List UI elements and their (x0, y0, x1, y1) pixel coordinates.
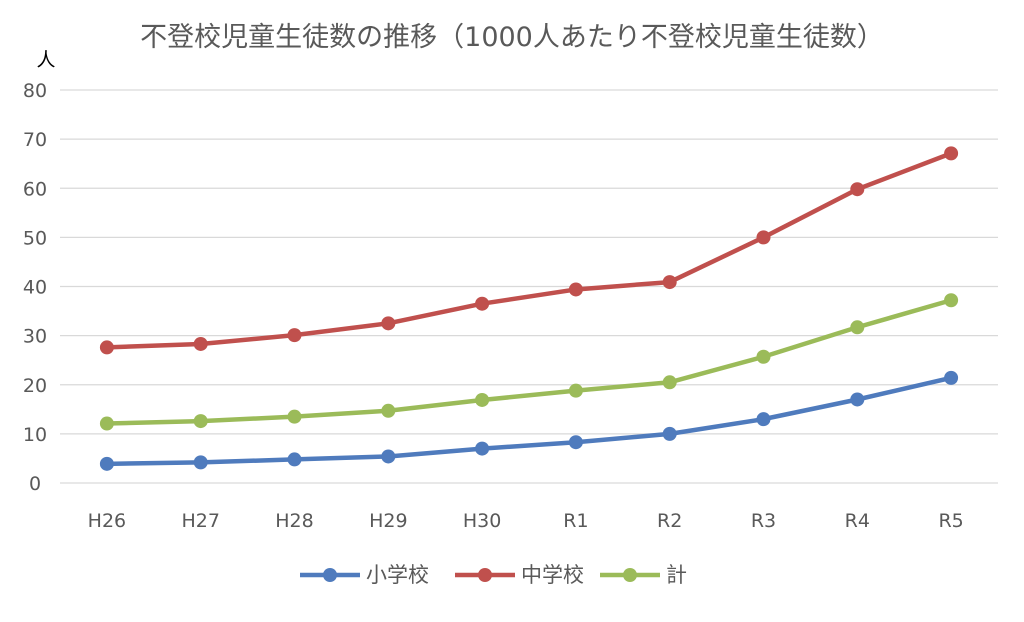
y-tick-label: 20 (23, 375, 47, 397)
data-point (568, 383, 583, 398)
data-point (756, 349, 771, 364)
data-point (381, 403, 396, 418)
data-point (662, 275, 677, 290)
x-tick-label: H30 (463, 510, 501, 532)
data-point (193, 414, 208, 429)
legend-marker (323, 568, 337, 582)
data-point (381, 449, 396, 464)
y-tick-label: 80 (23, 80, 47, 102)
data-point (475, 441, 490, 456)
data-point (287, 328, 302, 343)
y-tick-label: 0 (29, 473, 41, 495)
x-tick-label: R5 (938, 510, 963, 532)
data-point (756, 230, 771, 245)
data-point (944, 370, 959, 385)
data-point (193, 336, 208, 351)
data-point (475, 296, 490, 311)
x-tick-label: R1 (563, 510, 588, 532)
series-line-1 (106, 151, 952, 350)
data-point (287, 452, 302, 467)
y-tick-label: 50 (23, 227, 47, 249)
data-point (287, 409, 302, 424)
data-point (381, 316, 396, 331)
y-tick-label: 60 (23, 178, 47, 200)
x-tick-label: H28 (275, 510, 313, 532)
data-point (850, 392, 865, 407)
data-point (99, 340, 114, 355)
data-point (99, 456, 114, 471)
y-axis-label: 人 (36, 49, 55, 71)
data-point (99, 416, 114, 431)
y-tick-label: 70 (23, 129, 47, 151)
legend-marker (478, 568, 492, 582)
data-point (662, 426, 677, 441)
data-point (662, 375, 677, 390)
legend-marker (623, 568, 637, 582)
legend-label: 計 (666, 563, 687, 587)
data-point (568, 435, 583, 450)
legend-label: 小学校 (366, 563, 429, 587)
data-point (944, 146, 959, 161)
data-point (850, 320, 865, 335)
data-point (475, 392, 490, 407)
data-point (568, 282, 583, 297)
y-tick-label: 10 (23, 424, 47, 446)
x-tick-label: R4 (845, 510, 870, 532)
series-line-2 (106, 298, 952, 426)
data-point (944, 293, 959, 308)
data-point (850, 182, 865, 197)
data-point (193, 455, 208, 470)
x-tick-label: R2 (657, 510, 682, 532)
series-line-0 (106, 375, 952, 467)
x-tick-label: H29 (369, 510, 407, 532)
x-tick-label: H27 (181, 510, 219, 532)
x-tick-label: H26 (88, 510, 126, 532)
x-tick-label: R3 (751, 510, 776, 532)
data-point (756, 412, 771, 427)
y-tick-label: 40 (23, 277, 47, 299)
y-tick-label: 30 (23, 326, 47, 348)
legend-label: 中学校 (521, 563, 584, 587)
chart-title: 不登校児童生徒数の推移（1000人あたり不登校児童生徒数） (140, 22, 884, 53)
